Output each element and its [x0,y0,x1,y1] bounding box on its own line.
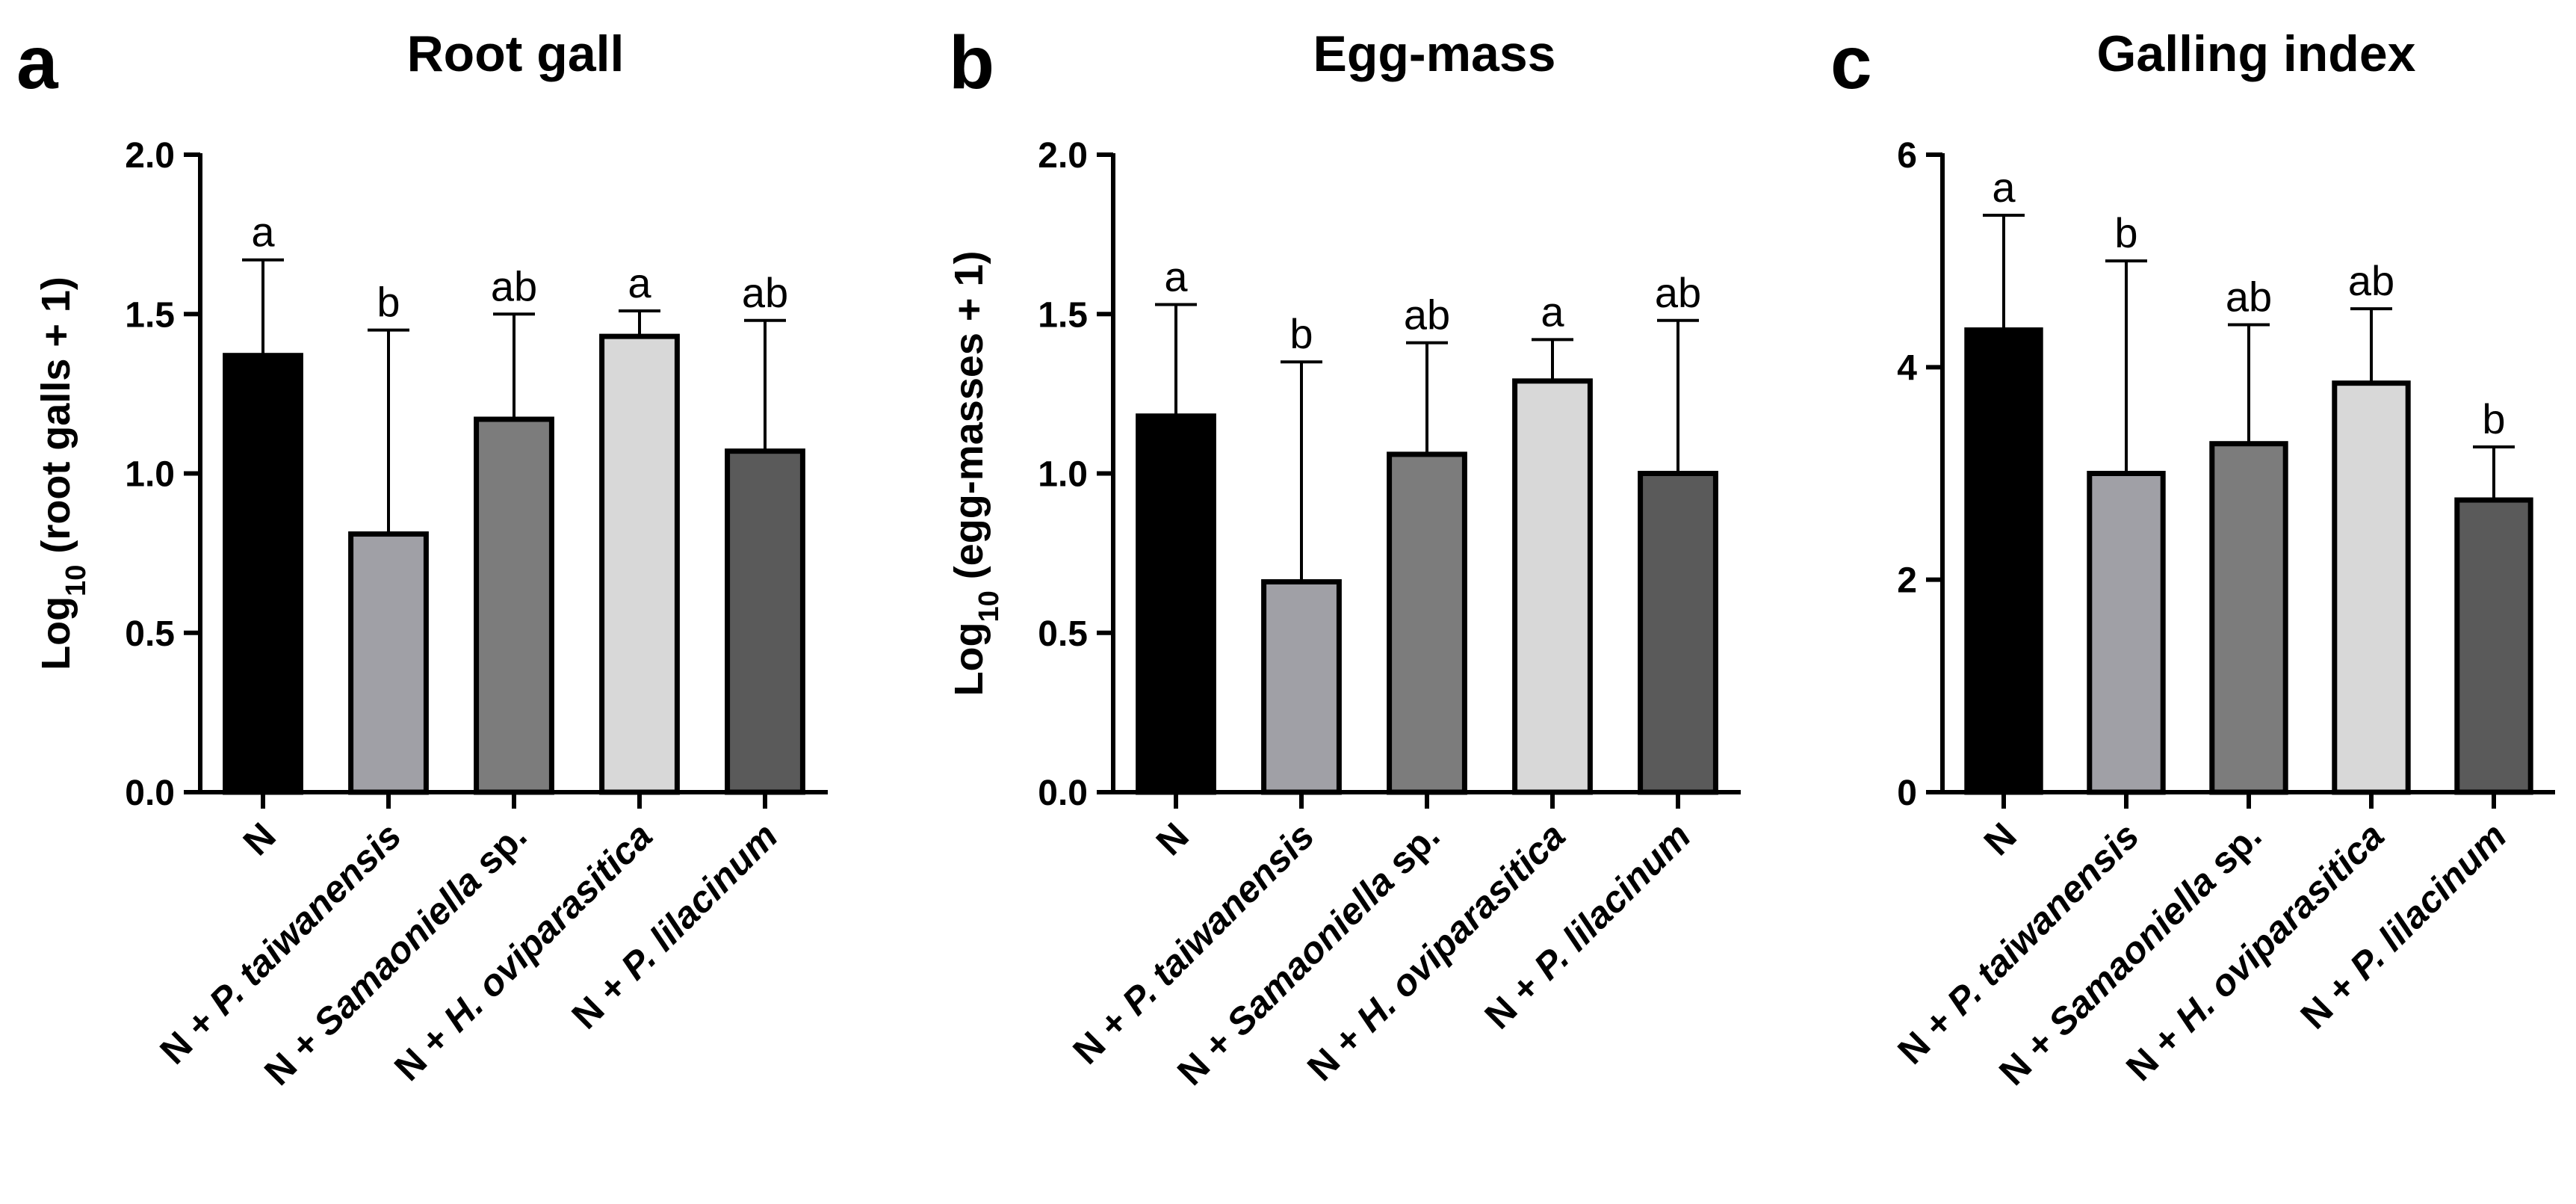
y-tick-label: 0.5 [125,614,175,654]
y-tick-label: 0.0 [125,774,175,813]
significance-label: a [1164,253,1188,300]
panel-egg-mass: b Egg-mass 0.0 0.5 1.0 1.5 2.0 Log10 (egg-masse… [947,21,1741,1093]
significance-label: ab [1655,269,1701,316]
bar [1261,579,1342,795]
panel-title: Root gall [407,25,625,82]
y-axis-title: Log10 (root galls + 1) [34,277,92,670]
significance-label: ab [2348,257,2394,304]
panel-title: Egg-mass [1313,25,1556,82]
bar [2454,497,2533,795]
bar [1964,327,2043,795]
x-tick-label: N [235,815,284,863]
panel-galling-index: c Galling index 0 2 4 6 a Nb N + P. taiwanensis a… [1830,21,2555,1093]
panel-letter: c [1830,21,1872,105]
y-tick-label: 0.5 [1038,614,1088,654]
bar [1638,471,1718,795]
x-tick-label: N + P. taiwanensis [1065,815,1322,1072]
panel-root-gall: a Root gall 0.0 0.5 1.0 1.5 2.0 Log10 (root gal… [16,21,828,1093]
significance-label: b [1289,310,1313,357]
bar [2087,471,2166,795]
x-tick-label: N [1148,815,1197,863]
significance-label: b [377,279,400,326]
panel-letter: a [16,21,59,105]
bar [1512,378,1593,795]
panel-title: Galling index [2097,25,2416,82]
significance-label: b [2114,209,2137,256]
y-tick-label: 0.0 [1038,774,1088,813]
significance-label: ab [742,269,788,316]
bar [1136,413,1216,795]
significance-label: b [2482,395,2505,442]
bar [474,416,554,795]
y-tick-label: 1.5 [125,295,175,335]
y-tick-label: 2.0 [1038,136,1088,176]
significance-label: ab [2226,273,2272,320]
bar [599,333,680,795]
y-tick-label: 1.5 [1038,295,1088,335]
panel-letter: b [949,21,994,105]
y-tick-label: 6 [1897,136,1917,176]
bar [223,353,303,795]
significance-label: a [628,259,651,306]
x-tick-label: N [1976,815,2025,863]
bar [2332,380,2411,795]
x-tick-label: N + P. lilacinum [2292,815,2514,1037]
significance-label: ab [491,262,537,309]
x-tick-label: N + P. taiwanensis [1889,815,2147,1072]
significance-label: ab [1404,291,1450,339]
y-axis-title: Log10 (egg-masses + 1) [947,251,1005,697]
bar [2209,441,2288,795]
y-tick-label: 1.0 [1038,455,1088,495]
bar [1387,451,1467,795]
bar [348,531,429,795]
significance-label: a [1541,288,1564,335]
significance-label: a [251,209,275,256]
y-tick-label: 0 [1897,774,1917,813]
y-tick-label: 1.0 [125,455,175,495]
x-tick-label: N + P. taiwanensis [152,815,409,1072]
y-tick-label: 4 [1897,348,1917,388]
y-tick-label: 2 [1897,561,1917,601]
y-tick-label: 2.0 [125,136,175,176]
bar [725,448,805,795]
significance-label: a [1992,164,2016,211]
